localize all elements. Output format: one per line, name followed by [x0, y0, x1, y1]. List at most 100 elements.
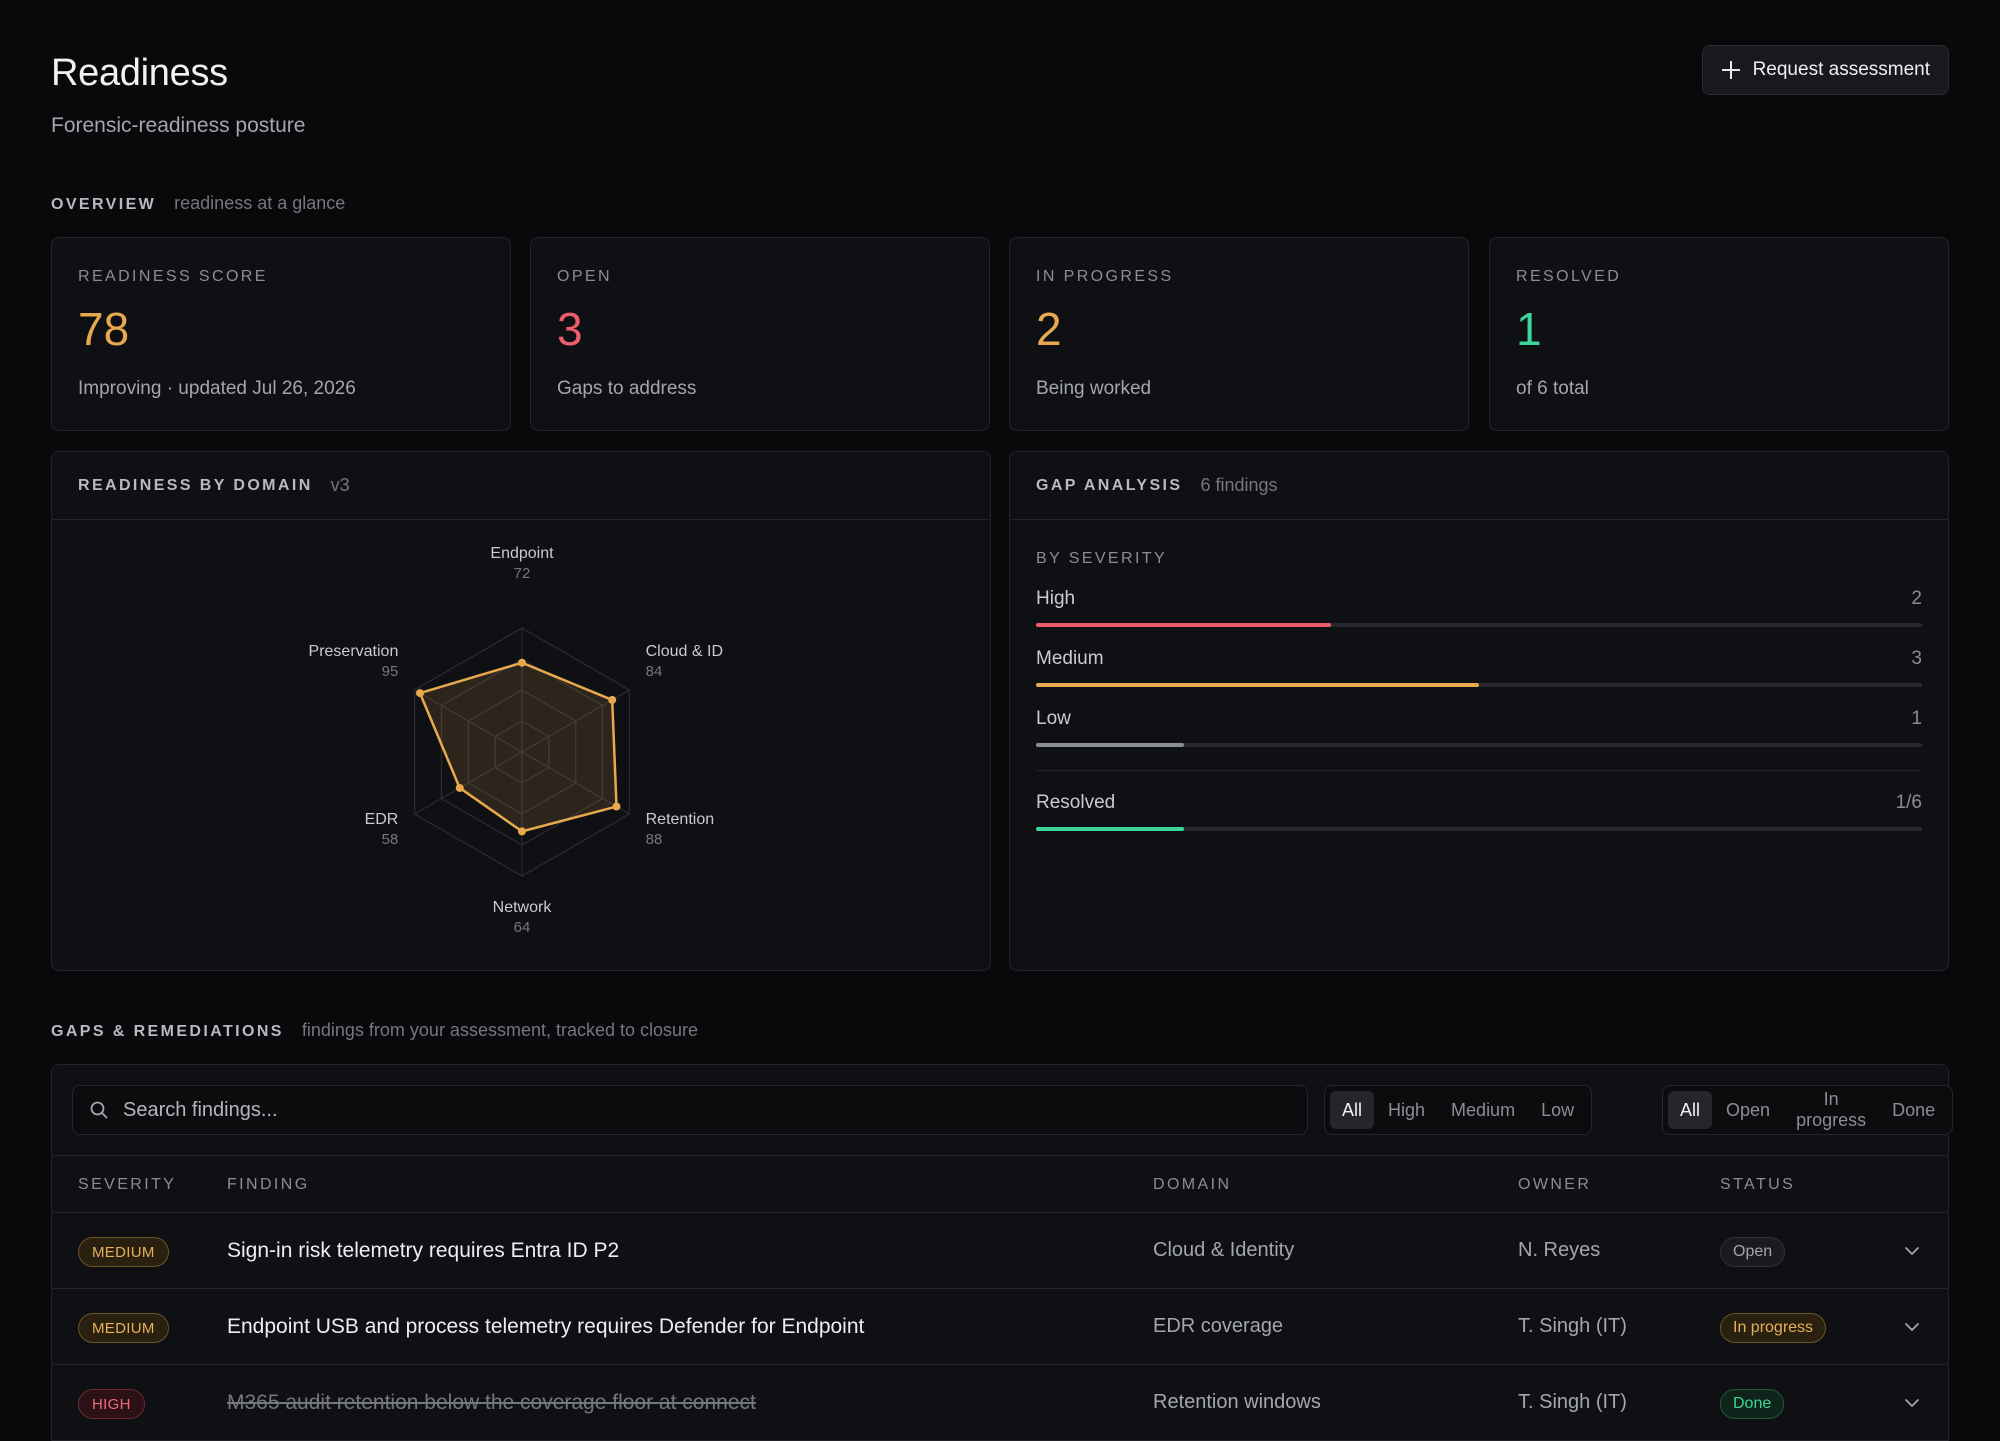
- gaps-table-panel: All High Medium Low All Open In progress…: [51, 1064, 1954, 1441]
- status-filter-open[interactable]: Open: [1714, 1091, 1782, 1129]
- owner-text: T. Singh (IT): [1518, 1391, 1627, 1413]
- radar-value-label: 58: [382, 831, 399, 848]
- owner-text: T. Singh (IT): [1518, 1315, 1627, 1337]
- bar-fill: [1036, 683, 1479, 687]
- domain-text: Cloud & Identity: [1153, 1239, 1295, 1261]
- domain-text: EDR coverage: [1153, 1315, 1284, 1337]
- finding-text: Sign-in risk telemetry requires Entra ID…: [227, 1239, 620, 1262]
- radar-axis-label: Retention: [646, 811, 715, 828]
- bar-count: 1/6: [1895, 792, 1922, 813]
- column-header-owner[interactable]: OWNER: [1518, 1176, 1592, 1193]
- search-input[interactable]: [123, 1086, 1293, 1134]
- radar-spoke: [414, 751, 523, 815]
- radar-value-label: 72: [514, 565, 531, 582]
- request-assessment-button[interactable]: Request assessment: [1701, 45, 1949, 95]
- bar-label: Low: [1036, 708, 1071, 729]
- radar-sub: v3: [330, 475, 350, 495]
- request-assessment-label: Request assessment: [1752, 59, 1930, 80]
- bar-track: [1036, 683, 1922, 687]
- finding-text: M365 audit retention below the coverage …: [227, 1391, 756, 1414]
- bar-fill: [1036, 827, 1184, 831]
- stat-label: RESOLVED: [1516, 268, 1622, 285]
- radar-value-label: 95: [382, 663, 399, 680]
- stat-note: Gaps to address: [557, 378, 697, 399]
- stat-value: 1: [1516, 303, 1542, 355]
- status-badge: In progress: [1720, 1313, 1827, 1343]
- gap-sub: 6 findings: [1200, 475, 1278, 495]
- owner-text: N. Reyes: [1518, 1239, 1601, 1261]
- status-filter-in-progress[interactable]: In progress: [1784, 1089, 1878, 1130]
- severity-filter-all[interactable]: All: [1330, 1091, 1375, 1129]
- table-toolbar: All High Medium Low All Open In progress…: [72, 1085, 1954, 1135]
- gaps-header: GAPS & REMEDIATIONS findings from your a…: [51, 1020, 698, 1041]
- severity-filter-high[interactable]: High: [1376, 1091, 1437, 1129]
- chevron-down-icon[interactable]: [1904, 1243, 1920, 1259]
- table-row[interactable]: MEDIUM Sign-in risk telemetry requires E…: [52, 1213, 1948, 1289]
- table-row[interactable]: MEDIUM Endpoint USB and process telemetr…: [52, 1289, 1948, 1365]
- severity-badge: MEDIUM: [78, 1237, 169, 1267]
- chevron-down-icon[interactable]: [1904, 1395, 1920, 1411]
- radar-series-area: [418, 661, 618, 833]
- overview-label: OVERVIEW: [51, 196, 157, 213]
- radar-point: [518, 658, 526, 667]
- radar-point: [608, 695, 617, 704]
- stat-note: Being worked: [1036, 378, 1152, 399]
- severity-filter: All High Medium Low: [1324, 1085, 1593, 1135]
- radar-value-label: 84: [646, 663, 663, 680]
- status-filter-done[interactable]: Done: [1880, 1091, 1947, 1129]
- radar-value-label: 88: [646, 831, 663, 848]
- chevron-down-icon[interactable]: [1904, 1319, 1920, 1335]
- divider: [1036, 770, 1922, 771]
- bar-count: 2: [1911, 588, 1922, 609]
- radar-point: [415, 689, 424, 698]
- stat-value: 2: [1036, 303, 1062, 355]
- status-badge: Open: [1720, 1237, 1786, 1267]
- stat-note: Improving · updated Jul 26, 2026: [78, 378, 356, 399]
- bar-count: 1: [1911, 708, 1922, 729]
- radar-label: READINESS BY DOMAIN: [78, 476, 313, 494]
- severity-badge: HIGH: [78, 1389, 145, 1419]
- status-filter-all[interactable]: All: [1668, 1091, 1713, 1129]
- bar-count: 3: [1911, 648, 1922, 669]
- column-header-severity[interactable]: SEVERITY: [78, 1176, 177, 1193]
- bar-track: [1036, 623, 1922, 627]
- radar-point: [455, 783, 464, 792]
- column-header-domain[interactable]: DOMAIN: [1153, 1176, 1232, 1193]
- radar-axis-label: Endpoint: [490, 545, 554, 562]
- plus-icon: [1721, 60, 1741, 80]
- stat-card-in-progress: IN PROGRESS 2 Being worked: [1009, 237, 1469, 431]
- column-header-finding[interactable]: FINDING: [227, 1176, 310, 1193]
- stat-label: READINESS SCORE: [78, 268, 268, 285]
- bar-label: Medium: [1036, 648, 1104, 669]
- stat-card-resolved: RESOLVED 1 of 6 total: [1489, 237, 1949, 431]
- bar-label: High: [1036, 588, 1076, 609]
- radar-axis-label: Cloud & ID: [646, 643, 723, 660]
- stat-value: 78: [78, 303, 130, 355]
- gap-label: GAP ANALYSIS: [1036, 476, 1183, 494]
- radar-axis-label: EDR: [365, 811, 399, 828]
- stat-label: OPEN: [557, 268, 612, 285]
- page-title: Readiness: [51, 52, 228, 94]
- readiness-by-domain-panel: READINESS BY DOMAIN v3 Endpoint 72 Cloud &…: [51, 451, 991, 971]
- severity-filter-low[interactable]: Low: [1529, 1091, 1586, 1129]
- column-header-status[interactable]: STATUS: [1720, 1176, 1796, 1193]
- stat-card-readiness-score: READINESS SCORE 78 Improving · updated J…: [51, 237, 511, 431]
- by-severity-label: BY SEVERITY: [1036, 550, 1168, 567]
- panel-header: GAP ANALYSIS 6 findings: [1010, 452, 1948, 520]
- table-header: SEVERITY FINDING DOMAIN OWNER STATUS: [52, 1155, 1948, 1213]
- radar-chart: Endpoint 72 Cloud & ID 84 Retention 88 Network…: [309, 545, 723, 936]
- status-filter: All Open In progress Done: [1662, 1085, 1954, 1135]
- domain-text: Retention windows: [1153, 1391, 1321, 1413]
- gap-analysis-panel: GAP ANALYSIS 6 findings BY SEVERITY High…: [1009, 451, 1949, 971]
- search-box[interactable]: [72, 1085, 1308, 1135]
- table-row[interactable]: HIGH M365 audit retention below the cove…: [52, 1365, 1948, 1441]
- severity-filter-medium[interactable]: Medium: [1439, 1091, 1527, 1129]
- panel-header: READINESS BY DOMAIN v3: [52, 452, 990, 520]
- overview-header: OVERVIEW readiness at a glance: [51, 193, 345, 214]
- bar-track: [1036, 827, 1922, 831]
- stat-note: of 6 total: [1516, 378, 1589, 399]
- finding-text: Endpoint USB and process telemetry requi…: [227, 1315, 865, 1338]
- radar-axis-label: Preservation: [309, 643, 399, 660]
- stat-label: IN PROGRESS: [1036, 268, 1174, 285]
- bar-track: [1036, 743, 1922, 747]
